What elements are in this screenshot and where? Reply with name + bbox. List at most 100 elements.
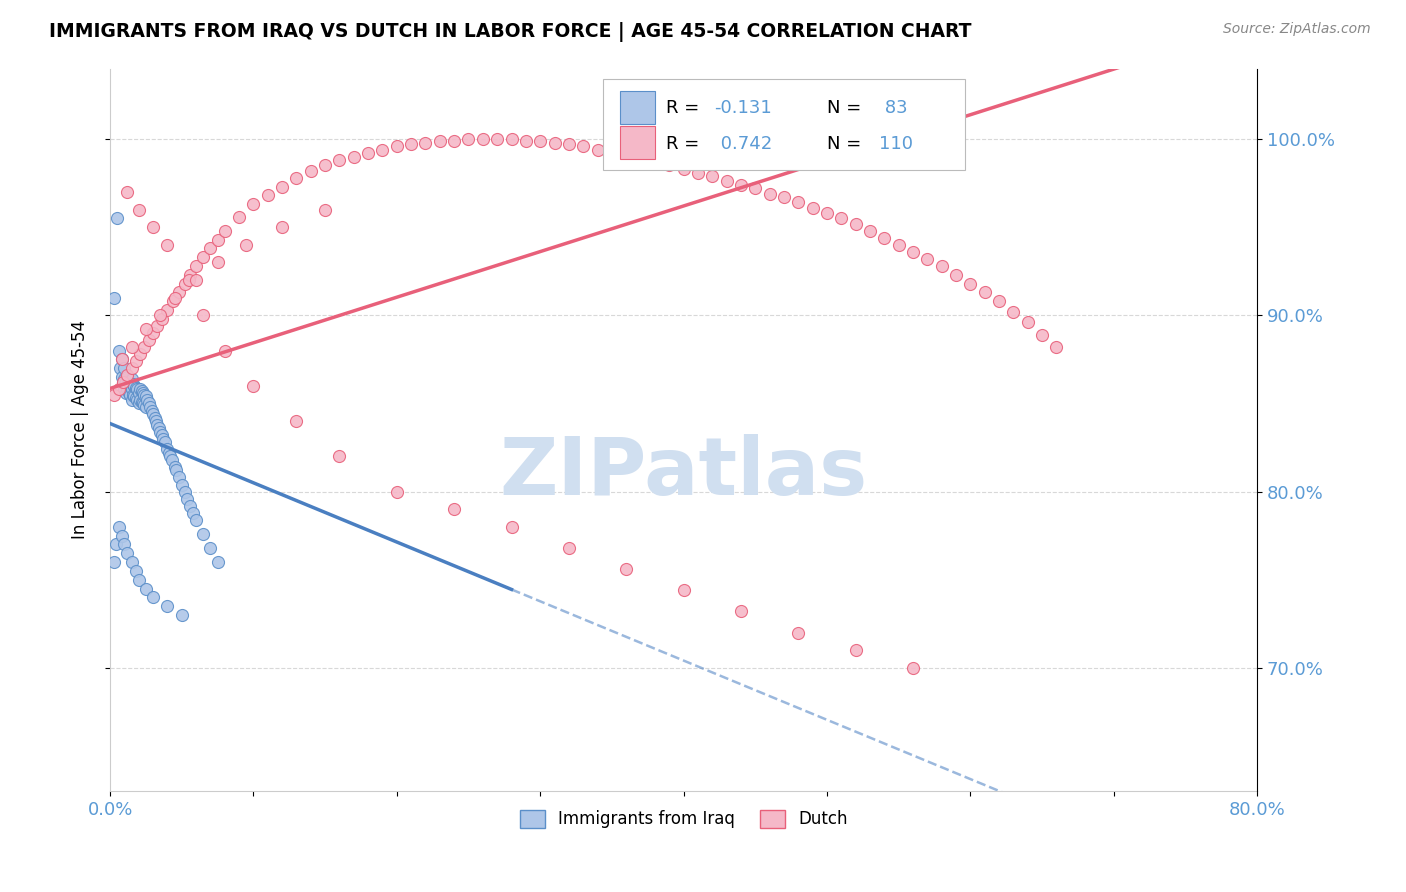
Point [125,381,148,395]
Point [299,163,322,178]
Point [110,352,132,367]
FancyBboxPatch shape [620,91,655,124]
Point [162,294,184,309]
Point [112,372,135,386]
Point [107,382,129,396]
Point [644,155,666,169]
Point [150,428,173,442]
Point [859,224,882,238]
Point [214,343,236,358]
Point [120,379,142,393]
Point [148,421,170,435]
Point [111,376,134,390]
Point [730,178,752,192]
Point [873,231,896,245]
Text: IMMIGRANTS FROM IRAQ VS DUTCH IN LABOR FORCE | AGE 45-54 CORRELATION CHART: IMMIGRANTS FROM IRAQ VS DUTCH IN LABOR F… [49,22,972,42]
Point [200,541,222,555]
Point [193,308,215,322]
Point [149,425,172,439]
Point [132,385,155,400]
Point [845,643,868,657]
Point [128,396,150,410]
Point [429,134,451,148]
Point [118,385,141,400]
Point [128,385,150,400]
Point [156,303,179,318]
Point [138,396,160,410]
Point [108,361,131,376]
Point [988,294,1011,309]
Point [173,484,195,499]
Point [242,197,264,211]
Point [181,506,204,520]
Point [111,376,134,390]
Point [207,555,229,569]
Point [117,546,139,560]
Point [117,185,139,199]
Point [121,372,143,386]
Point [110,352,132,367]
Point [271,220,294,235]
Point [614,148,637,162]
Point [830,211,852,226]
Point [630,152,652,166]
Point [207,255,229,269]
Point [702,169,724,183]
Point [179,268,201,282]
Point [104,537,127,551]
Point [135,322,157,336]
Y-axis label: In Labor Force | Age 45-54: In Labor Force | Age 45-54 [72,320,89,540]
Point [117,370,139,384]
Point [117,382,139,396]
Point [121,392,143,407]
Point [501,520,523,534]
Point [103,387,125,401]
Point [314,159,336,173]
Point [132,396,155,410]
Point [121,555,143,569]
Point [471,132,494,146]
Point [134,387,156,401]
FancyBboxPatch shape [603,79,965,169]
Point [271,179,294,194]
Point [385,484,408,499]
Point [125,391,148,405]
Point [901,244,924,259]
Point [136,392,159,407]
Point [529,134,551,148]
Point [125,564,148,578]
Point [165,463,187,477]
Point [115,385,138,400]
Point [128,573,150,587]
Point [124,379,146,393]
Point [959,277,981,291]
Point [328,450,350,464]
Point [120,387,142,401]
Point [110,370,132,384]
Point [214,224,236,238]
Point [515,134,537,148]
Point [129,392,152,407]
Point [156,442,179,457]
Point [118,376,141,390]
Point [127,382,149,396]
Point [558,137,581,152]
Legend: Immigrants from Iraq, Dutch: Immigrants from Iraq, Dutch [513,803,855,835]
Point [314,202,336,217]
Point [121,382,143,396]
Point [787,195,810,210]
Point [124,389,146,403]
Point [157,446,180,460]
Point [122,387,145,401]
Point [887,237,910,252]
Point [135,389,157,403]
Point [758,186,780,201]
Point [686,165,709,179]
FancyBboxPatch shape [620,126,655,159]
Point [146,318,169,333]
Point [1017,315,1039,329]
Point [150,311,173,326]
Point [179,499,201,513]
Point [167,285,190,300]
Point [242,379,264,393]
